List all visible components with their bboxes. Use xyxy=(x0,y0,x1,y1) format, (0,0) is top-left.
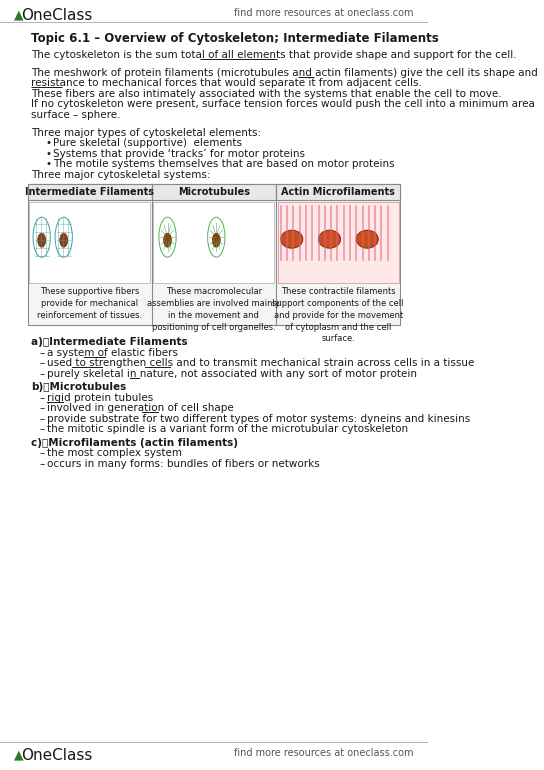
Text: If no cytoskeleton were present, surface tension forces would push the cell into: If no cytoskeleton were present, surface… xyxy=(32,99,535,109)
Bar xyxy=(277,203,399,283)
Text: involved in generation of cell shape: involved in generation of cell shape xyxy=(47,403,234,413)
Bar xyxy=(28,184,400,325)
Text: Three major types of cytoskeletal elements:: Three major types of cytoskeletal elemen… xyxy=(32,128,262,138)
Text: These supportive fibers
provide for mechanical
reinforcement of tissues.: These supportive fibers provide for mech… xyxy=(37,287,142,320)
Ellipse shape xyxy=(212,233,220,247)
Text: find more resources at oneclass.com: find more resources at oneclass.com xyxy=(234,8,413,18)
Text: OneClass: OneClass xyxy=(21,748,92,763)
Text: –: – xyxy=(39,393,45,403)
Text: –: – xyxy=(39,459,45,469)
Text: Topic 6.1 – Overview of Cytoskeleton; Intermediate Filaments: Topic 6.1 – Overview of Cytoskeleton; In… xyxy=(32,32,439,45)
Text: find more resources at oneclass.com: find more resources at oneclass.com xyxy=(234,748,413,758)
Bar xyxy=(29,203,150,283)
Text: Microtubules: Microtubules xyxy=(178,187,250,197)
Text: occurs in many forms: bundles of fibers or networks: occurs in many forms: bundles of fibers … xyxy=(47,459,320,469)
Text: –: – xyxy=(39,358,45,368)
Text: –: – xyxy=(39,369,45,379)
Ellipse shape xyxy=(33,217,51,257)
Text: a)	Intermediate Filaments: a) Intermediate Filaments xyxy=(32,337,188,347)
Text: ▲: ▲ xyxy=(14,8,24,21)
Text: Pure skeletal (supportive)  elements: Pure skeletal (supportive) elements xyxy=(53,138,242,148)
Ellipse shape xyxy=(60,233,67,247)
Ellipse shape xyxy=(281,230,303,248)
Text: The motile systems themselves that are based on motor proteins: The motile systems themselves that are b… xyxy=(53,159,394,169)
Text: resistance to mechanical forces that would separate it from adjacent cells.: resistance to mechanical forces that wou… xyxy=(32,79,422,89)
Text: rigid protein tubules: rigid protein tubules xyxy=(47,393,153,403)
Text: –: – xyxy=(39,448,45,458)
Text: –: – xyxy=(39,413,45,424)
Text: These contractile filaments
support components of the cell
and provide for the m: These contractile filaments support comp… xyxy=(273,287,404,343)
Text: Three major cytoskeletal systems:: Three major cytoskeletal systems: xyxy=(32,169,211,179)
Text: OneClass: OneClass xyxy=(21,8,92,23)
Text: The meshwork of protein filaments (microtubules and actin filaments) give the ce: The meshwork of protein filaments (micro… xyxy=(32,68,538,78)
Text: the mitotic spindle is a variant form of the microtubular cytoskeleton: the mitotic spindle is a variant form of… xyxy=(47,424,409,434)
Text: •: • xyxy=(46,159,52,169)
Text: •: • xyxy=(46,138,52,148)
Text: •: • xyxy=(46,149,52,159)
Bar xyxy=(152,184,276,200)
Text: These fibers are also intimately associated with the systems that enable the cel: These fibers are also intimately associa… xyxy=(32,89,502,99)
Ellipse shape xyxy=(208,217,225,257)
Text: Intermediate Filaments: Intermediate Filaments xyxy=(25,187,154,197)
Ellipse shape xyxy=(55,217,72,257)
Text: Systems that provide ‘tracks’ for motor proteins: Systems that provide ‘tracks’ for motor … xyxy=(53,149,305,159)
Text: The cytoskeleton is the sum total of all elements that provide shape and support: The cytoskeleton is the sum total of all… xyxy=(32,50,517,60)
Text: a system of elastic fibers: a system of elastic fibers xyxy=(47,348,178,358)
Text: –: – xyxy=(39,403,45,413)
Ellipse shape xyxy=(356,230,378,248)
Bar xyxy=(28,184,152,200)
Text: –: – xyxy=(39,348,45,358)
Text: purely skeletal in nature, not associated with any sort of motor protein: purely skeletal in nature, not associate… xyxy=(47,369,417,379)
Text: c)	Microfilaments (actin filaments): c) Microfilaments (actin filaments) xyxy=(32,437,238,447)
Text: surface – sphere.: surface – sphere. xyxy=(32,110,121,120)
Bar xyxy=(276,184,400,200)
Text: These macromolecular
assemblies are involved mainly
in the movement and
position: These macromolecular assemblies are invo… xyxy=(147,287,280,332)
Ellipse shape xyxy=(319,230,341,248)
Text: –: – xyxy=(39,424,45,434)
Bar xyxy=(153,203,275,283)
Text: b)	Microtubules: b) Microtubules xyxy=(32,382,127,392)
Text: provide substrate for two different types of motor systems: dyneins and kinesins: provide substrate for two different type… xyxy=(47,413,471,424)
Ellipse shape xyxy=(38,233,46,247)
Text: Actin Microfilaments: Actin Microfilaments xyxy=(281,187,395,197)
Text: the most complex system: the most complex system xyxy=(47,448,182,458)
Ellipse shape xyxy=(159,217,176,257)
Ellipse shape xyxy=(164,233,171,247)
Text: used to strengthen cells and to transmit mechanical strain across cells in a tis: used to strengthen cells and to transmit… xyxy=(47,358,474,368)
Text: ▲: ▲ xyxy=(14,748,24,761)
